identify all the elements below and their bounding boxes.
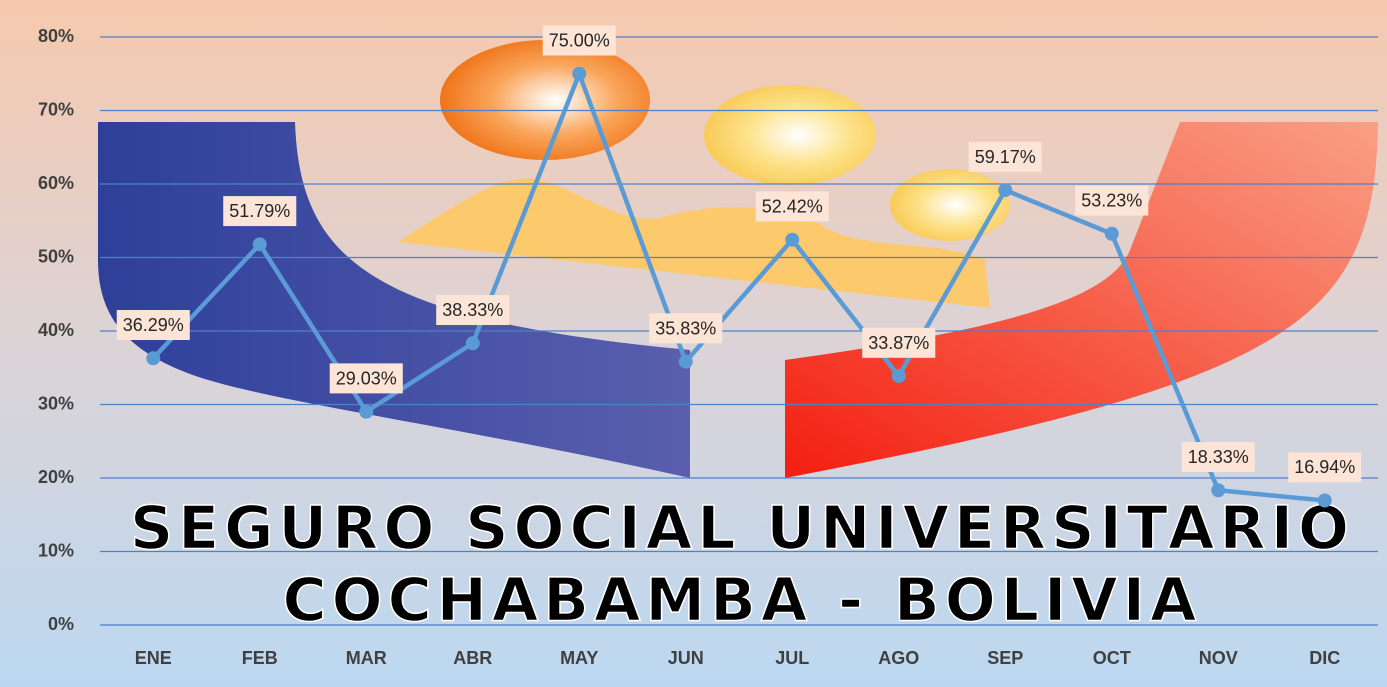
value-label: 36.29% [123, 315, 184, 335]
value-label: 59.17% [975, 147, 1036, 167]
x-tick-label: FEB [242, 648, 278, 668]
x-tick-label: MAY [560, 648, 598, 668]
data-point [1105, 227, 1119, 241]
y-tick-label: 40% [38, 320, 74, 340]
value-label: 29.03% [336, 368, 397, 388]
x-tick-label: ABR [453, 648, 492, 668]
y-tick-label: 10% [38, 540, 74, 560]
data-point [1211, 483, 1225, 497]
x-tick-label: NOV [1199, 648, 1238, 668]
page: {"chart_data": { "type": "line", "catego… [0, 0, 1387, 687]
chart: SEGURO SOCIAL UNIVERSITARIO COCHABAMBA -… [0, 0, 1387, 687]
y-tick-label: 60% [38, 173, 74, 193]
y-tick-label: 20% [38, 467, 74, 487]
value-label: 51.79% [229, 201, 290, 221]
value-label: 53.23% [1081, 191, 1142, 211]
data-point [998, 183, 1012, 197]
data-point [572, 67, 586, 81]
data-point [466, 336, 480, 350]
x-tick-label: JUN [668, 648, 704, 668]
data-point [892, 369, 906, 383]
value-label: 16.94% [1294, 457, 1355, 477]
data-point [146, 351, 160, 365]
x-tick-label: DIC [1309, 648, 1340, 668]
y-tick-label: 50% [38, 246, 74, 266]
x-tick-label: OCT [1093, 648, 1131, 668]
data-point [785, 233, 799, 247]
data-point [1318, 493, 1332, 507]
data-point [679, 355, 693, 369]
y-tick-label: 30% [38, 393, 74, 413]
x-tick-label: AGO [878, 648, 919, 668]
x-tick-label: ENE [135, 648, 172, 668]
value-label: 38.33% [442, 300, 503, 320]
x-tick-label: JUL [775, 648, 809, 668]
value-label: 35.83% [655, 318, 716, 338]
x-tick-label: MAR [346, 648, 387, 668]
background-text: SEGURO SOCIAL UNIVERSITARIO [130, 494, 1354, 564]
y-tick-label: 70% [38, 99, 74, 119]
value-label: 18.33% [1188, 447, 1249, 467]
value-label: 33.87% [868, 333, 929, 353]
data-point [359, 405, 373, 419]
data-point [253, 237, 267, 251]
value-label: 52.42% [762, 196, 823, 216]
value-label: 75.00% [549, 31, 610, 51]
y-tick-label: 0% [48, 614, 74, 634]
x-tick-label: SEP [987, 648, 1023, 668]
y-tick-label: 80% [38, 26, 74, 46]
